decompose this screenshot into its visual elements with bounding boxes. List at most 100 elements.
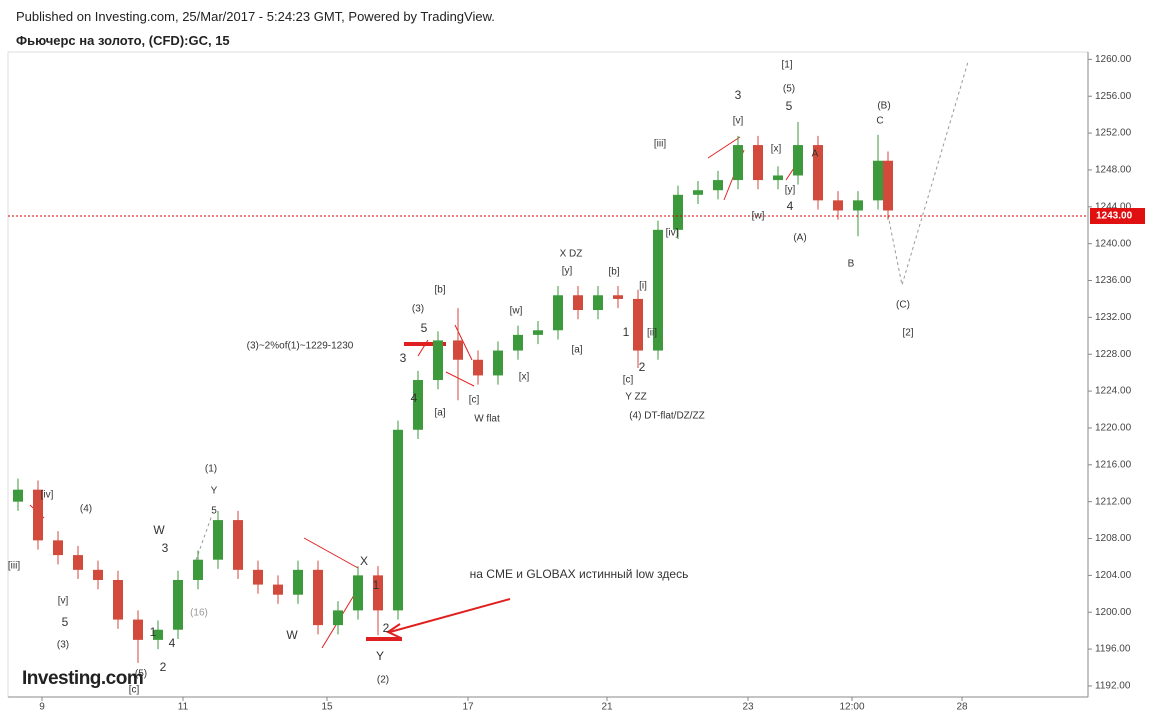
x-tick-label: 9: [39, 702, 45, 713]
y-tick-label: 1220.00: [1095, 423, 1132, 434]
y-tick-label: 1196.00: [1095, 644, 1131, 655]
published-note: Published on Investing.com, 25/Mar/2017 …: [16, 9, 495, 24]
wave-label: A: [812, 149, 819, 160]
candle-body: [693, 190, 703, 195]
y-tick-label: 1236.00: [1095, 275, 1132, 286]
candle-body: [213, 520, 223, 560]
wave-label: [iii]: [8, 561, 20, 572]
x-tick-label: 21: [601, 702, 613, 713]
candle-body: [453, 340, 463, 360]
y-tick-label: 1244.00: [1095, 201, 1132, 212]
wave-label: 1: [150, 625, 157, 639]
wave-label: [y]: [562, 266, 573, 277]
wave-label: [x]: [771, 144, 782, 155]
candle-body: [653, 229, 663, 351]
wave-label: [x]: [519, 372, 530, 383]
candle-body: [533, 330, 543, 335]
candles: [13, 122, 893, 663]
wave-label: 5: [421, 321, 428, 335]
wave-label: [b]: [434, 285, 445, 296]
y-tick-label: 1200.00: [1095, 607, 1132, 618]
candle-body: [753, 145, 763, 181]
candle-body: [233, 520, 243, 570]
y-tick-label: 1228.00: [1095, 349, 1132, 360]
y-tick-label: 1216.00: [1095, 459, 1132, 470]
candle-body: [73, 555, 83, 570]
wave-label: [v]: [58, 596, 69, 607]
x-tick-label: 11: [178, 702, 189, 713]
x-tick-label: 12:00: [839, 702, 864, 713]
candle-body: [293, 569, 303, 595]
y-tick-label: 1192.00: [1095, 681, 1131, 692]
candle-body: [153, 629, 163, 640]
x-tick-label: 15: [321, 702, 333, 713]
wave-label: (16): [190, 608, 208, 619]
wave-label: [2]: [902, 328, 913, 339]
plot-frame: [7, 51, 1089, 698]
candle-body: [513, 334, 523, 351]
wave-label: (3): [412, 304, 424, 315]
wave-label: на CME и GLOBAX истинный low здесь: [470, 567, 689, 581]
y-tick-label: 1248.00: [1095, 165, 1132, 176]
candle-body: [493, 350, 503, 376]
trend-line: [445, 371, 475, 387]
wave-label: (2): [377, 675, 389, 686]
wave-label: [iii]: [654, 139, 666, 150]
wave-label: (B): [877, 101, 890, 112]
wave-label: (A): [793, 233, 806, 244]
y-tick-label: 1208.00: [1095, 533, 1132, 544]
candle-body: [593, 295, 603, 310]
candle-body: [813, 145, 823, 201]
trend-line: [707, 136, 741, 159]
wave-label: [c]: [469, 395, 480, 406]
candle-body: [273, 584, 283, 595]
candle-body: [313, 569, 323, 626]
candle-body: [13, 489, 23, 502]
wave-label: 2: [383, 621, 390, 635]
wave-label: (5): [783, 84, 795, 95]
candle-body: [33, 489, 43, 541]
wave-label: [w]: [752, 211, 765, 222]
candle-body: [833, 200, 843, 211]
wave-label: (C): [896, 300, 910, 311]
wave-label: (4) DT-flat/DZ/ZZ: [629, 411, 705, 422]
wave-label: X: [360, 554, 368, 568]
x-tick-label: 28: [956, 702, 968, 713]
candle-body: [433, 340, 443, 381]
x-tick-label: 23: [742, 702, 754, 713]
candle-body: [373, 575, 383, 611]
axes: 1192.00 1196.00 1200.00 1204.00 1208.00 1212.…: [39, 54, 1131, 713]
candle-body: [713, 180, 723, 191]
wave-label: 2: [160, 660, 167, 674]
wave-label: 4: [169, 636, 176, 650]
wave-label: (4): [80, 504, 92, 515]
wave-label: [y]: [785, 185, 796, 196]
arrow-head: [385, 623, 402, 639]
candle-body: [193, 559, 203, 580]
x-tick-label: 17: [462, 702, 474, 713]
wave-label: 5: [62, 615, 69, 629]
wave-label: [a]: [434, 408, 445, 419]
wave-label: [ii]: [647, 328, 657, 339]
y-tick-label: 1212.00: [1095, 496, 1132, 507]
candle-body: [133, 619, 143, 640]
wave-label: [w]: [510, 306, 523, 317]
y-tick-label: 1252.00: [1095, 128, 1132, 139]
wave-label: 5: [786, 99, 793, 113]
candle-body: [633, 298, 643, 351]
wave-label: (3)~2%of(1)~1229-1230: [247, 341, 354, 352]
wave-label: 4: [411, 391, 418, 405]
wave-label: 3: [735, 88, 742, 102]
candle-body: [853, 200, 863, 211]
wave-label: (3): [57, 640, 69, 651]
wave-label: [iv]: [666, 228, 679, 239]
y-tick-label: 1240.00: [1095, 238, 1132, 249]
candle-body: [413, 380, 423, 430]
trend-line: [303, 537, 359, 569]
candle-body: [353, 575, 363, 611]
candle-body: [573, 295, 583, 310]
wave-label: 1: [623, 325, 630, 339]
wave-label: [v]: [733, 116, 744, 127]
candle-body: [93, 569, 103, 580]
